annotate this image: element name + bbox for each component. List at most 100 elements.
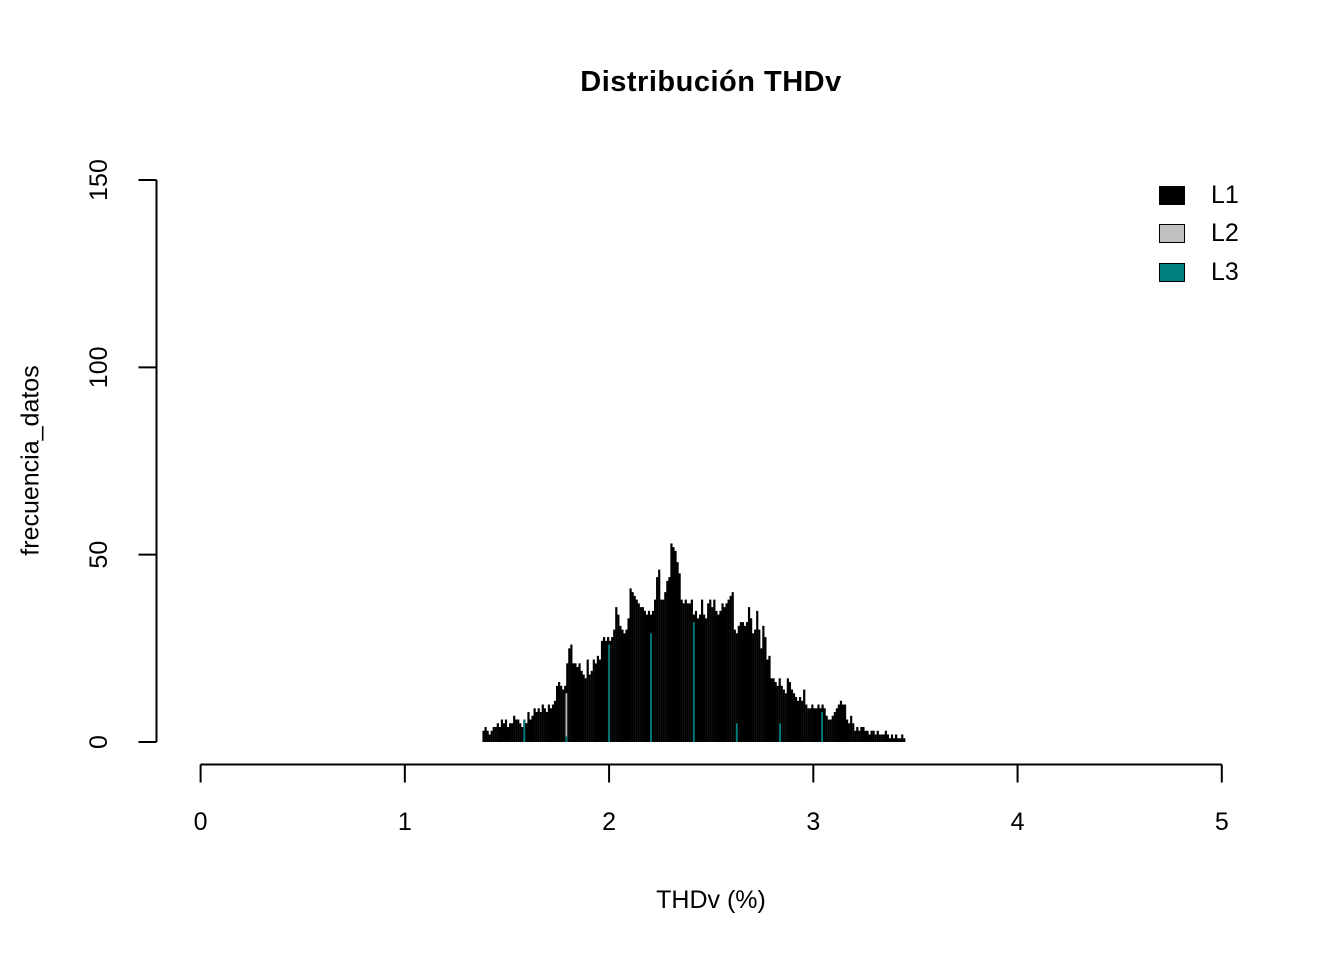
histogram-sliver-L3: [821, 712, 824, 742]
histogram-bar-L1: [488, 734, 491, 742]
histogram-bar-L1: [645, 614, 649, 742]
histogram-bar-L1: [600, 640, 604, 742]
histogram-bar-L1: [490, 730, 493, 742]
histogram-bar-L1: [511, 723, 514, 742]
histogram-bar-L1: [500, 719, 504, 742]
histogram-bar-L1: [576, 667, 579, 742]
histogram-bar-L1: [621, 629, 624, 742]
histogram-bar-L1: [533, 708, 536, 742]
histogram-bar-L1: [519, 723, 522, 742]
histogram-bar-L1: [598, 659, 602, 742]
histogram-bar-L1: [647, 610, 651, 742]
histogram-bar-L1: [696, 618, 700, 742]
histogram-bar-L1: [604, 640, 608, 742]
y-axis-label: frecuencia_datos: [16, 365, 45, 556]
histogram-bar-L1: [899, 738, 902, 742]
histogram-bar-L1: [780, 685, 783, 742]
histogram-bar-L1: [496, 723, 499, 742]
histogram-bar-L1: [762, 625, 765, 742]
histogram-bar-L1: [733, 629, 736, 742]
histogram-bar-L1: [537, 708, 540, 742]
histogram-bar-L1: [903, 738, 906, 742]
legend-item-L2: L2: [1159, 215, 1239, 254]
legend-swatch-L2: [1159, 224, 1185, 244]
histogram-sliver-L3: [735, 723, 738, 742]
histogram-bar-L1: [588, 674, 591, 742]
histogram-bar-L1: [717, 614, 720, 742]
histogram-bar-L1: [643, 610, 647, 742]
histogram-bar-L1: [539, 712, 542, 742]
histogram-bar-L1: [694, 610, 698, 742]
histogram-bar-L1: [888, 738, 892, 742]
histogram-bar-L1: [788, 682, 792, 742]
histogram-bar-L1: [854, 730, 857, 742]
histogram-bar-L1: [884, 730, 888, 742]
histogram-bar-L1: [678, 573, 681, 742]
histogram-bar-L1: [809, 708, 812, 742]
histogram-bar-L1: [835, 708, 838, 742]
histogram-bar-L1: [807, 708, 810, 742]
histogram-bar-L1: [805, 704, 808, 742]
histogram-bar-L1: [705, 618, 708, 742]
x-tick-label: 1: [398, 808, 412, 836]
histogram-bar-L1: [613, 629, 616, 742]
histogram-bar-L1: [700, 599, 704, 742]
histogram-bar-L1: [654, 599, 657, 742]
histogram-bar-L1: [815, 708, 818, 742]
histogram-bar-L1: [639, 607, 642, 742]
legend-label: L3: [1211, 257, 1239, 286]
histogram-bar-L1: [801, 700, 804, 742]
histogram-bar-L1: [897, 738, 900, 742]
histogram-bar-L1: [895, 734, 898, 742]
histogram-bar-L1: [721, 603, 724, 742]
histogram-bar-L1: [848, 723, 851, 742]
histogram-bar-L1: [811, 704, 814, 742]
histogram-bar-L1: [686, 603, 689, 742]
histogram-bar-L1: [623, 633, 626, 742]
histogram-bar-L1: [688, 603, 691, 742]
x-tick-label: 0: [194, 808, 208, 836]
histogram-bar-L1: [617, 614, 620, 742]
histogram-bar-L1: [590, 670, 593, 742]
histogram-sliver-L2: [565, 693, 568, 742]
histogram-bar-L1: [819, 708, 822, 742]
histogram-bar-L1: [596, 655, 600, 742]
histogram-sliver-L3: [523, 719, 526, 742]
histogram-bar-L1: [543, 708, 546, 742]
histogram-bar-L1: [666, 580, 669, 742]
histogram-bar-L1: [635, 599, 638, 742]
x-tick-label: 4: [1011, 808, 1025, 836]
histogram-bar-L1: [602, 637, 606, 742]
histogram-bar-L1: [527, 712, 530, 742]
histogram-bar-L1: [766, 659, 769, 742]
histogram-bar-L1: [756, 610, 759, 742]
histogram-bar-L1: [494, 727, 497, 742]
histogram-bar-L1: [498, 727, 501, 742]
histogram-bar-L1: [633, 595, 636, 742]
histogram-bar-L1: [813, 708, 816, 742]
histogram-bar-L1: [670, 543, 673, 742]
histogram-bar-L1: [707, 603, 710, 742]
histogram-bar-L1: [690, 599, 693, 742]
histogram-bar-L1: [580, 670, 583, 742]
histogram-bar-L1: [872, 730, 875, 742]
histogram-bar-L1: [823, 708, 826, 742]
histogram-bar-L1: [504, 719, 508, 742]
histogram-bar-L1: [627, 618, 630, 742]
histogram-bar-L1: [827, 719, 830, 742]
histogram-bar-L1: [743, 625, 747, 742]
histogram-sliver-L3: [565, 736, 568, 742]
histogram-bar-L1: [698, 614, 702, 742]
y-tick-label: 0: [85, 735, 113, 749]
histogram-bar-L1: [745, 622, 749, 742]
histogram-bar-L1: [778, 678, 781, 742]
x-axis-label: THDv (%): [656, 886, 766, 914]
histogram-bar-L1: [625, 629, 628, 742]
histogram-bar-L1: [886, 734, 890, 742]
histogram-bar-L1: [482, 730, 485, 742]
histogram-bar-L1: [631, 592, 634, 742]
histogram-bar-L1: [549, 708, 553, 742]
histogram-bar-L1: [651, 610, 655, 742]
histogram-bar-L1: [843, 704, 847, 742]
histogram-bar-L1: [878, 734, 881, 742]
